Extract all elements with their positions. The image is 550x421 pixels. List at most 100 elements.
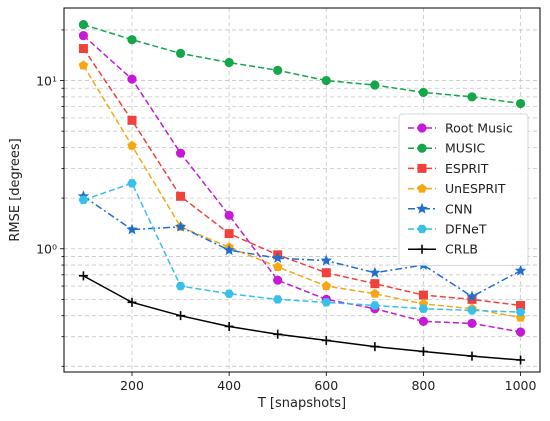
legend-label: Root Music xyxy=(445,121,513,136)
data-point xyxy=(272,295,283,304)
series-line-dfnet xyxy=(83,182,521,313)
legend-swatch-marker xyxy=(416,202,428,214)
data-point xyxy=(127,297,137,307)
x-tick-label: 800 xyxy=(411,378,435,393)
data-point xyxy=(224,289,234,298)
data-point xyxy=(370,288,380,298)
data-point xyxy=(273,65,283,75)
data-point xyxy=(370,80,380,90)
data-point xyxy=(126,223,138,235)
data-point xyxy=(127,35,137,45)
legend-swatch-marker xyxy=(417,183,427,193)
legend-item-cnn: CNN xyxy=(408,201,472,216)
data-point xyxy=(515,98,526,109)
data-point xyxy=(515,327,526,337)
data-point xyxy=(320,254,332,266)
data-point xyxy=(272,261,283,271)
series-line-unesprit xyxy=(82,65,521,319)
data-point xyxy=(272,252,284,263)
data-point xyxy=(516,300,526,310)
data-point xyxy=(78,44,88,54)
x-tick-label: 400 xyxy=(217,378,241,393)
data-point xyxy=(175,148,186,158)
data-point xyxy=(78,195,89,205)
data-point xyxy=(78,31,89,41)
data-point xyxy=(273,329,283,339)
data-point xyxy=(224,321,234,331)
data-point xyxy=(321,268,331,278)
data-point xyxy=(77,190,90,202)
data-point xyxy=(466,290,478,302)
series-line-root-music xyxy=(82,35,521,333)
legend-item-unesprit: UnESPRIT xyxy=(408,181,506,196)
data-point xyxy=(176,191,186,201)
data-point xyxy=(321,298,332,307)
x-tick-label: 1000 xyxy=(505,378,537,393)
data-point xyxy=(467,318,477,328)
data-point xyxy=(175,281,186,291)
data-point xyxy=(370,279,380,289)
data-point xyxy=(321,335,331,345)
legend-swatch-marker xyxy=(417,123,427,133)
x-tick-label: 600 xyxy=(314,378,338,393)
legend-item-dfnet: DFNeT xyxy=(408,222,487,237)
data-point xyxy=(127,179,137,188)
data-point xyxy=(467,92,477,102)
legend-box xyxy=(398,113,529,266)
series-line-music xyxy=(83,23,521,105)
data-point xyxy=(514,264,527,276)
series-esprit xyxy=(78,44,526,310)
x-tick-label: 200 xyxy=(120,378,144,393)
legend-item-crlb: CRLB xyxy=(408,242,478,257)
legend-label: MUSIC xyxy=(445,141,486,156)
legend-swatch-marker xyxy=(417,143,427,153)
data-point xyxy=(418,316,429,326)
legend-swatch-marker xyxy=(417,163,427,173)
legend-swatch-marker xyxy=(417,244,427,254)
data-point xyxy=(467,294,477,304)
data-point xyxy=(369,266,381,278)
plot-frame xyxy=(63,7,541,373)
data-point xyxy=(418,87,429,98)
legend-label: UnESPRIT xyxy=(445,181,506,196)
series-line-crlb xyxy=(83,275,521,361)
data-point xyxy=(127,115,137,125)
data-point xyxy=(175,48,186,59)
series-crlb xyxy=(78,271,526,365)
data-point xyxy=(370,301,380,310)
legend-item-esprit: ESPRIT xyxy=(408,161,489,176)
legend-item-music: MUSIC xyxy=(408,141,486,156)
series-root-music xyxy=(78,31,526,337)
x-axis-label: T [snapshots] xyxy=(257,396,346,411)
legend-label: CRLB xyxy=(445,242,478,257)
legend: Root Music MUSIC ESPRIT UnESPRIT CNN DFNeT CRL… xyxy=(398,113,529,266)
data-point xyxy=(224,210,234,220)
y-tick-label: 10¹ xyxy=(36,74,57,89)
series-music xyxy=(78,20,526,109)
data-point xyxy=(321,75,331,86)
data-point xyxy=(78,60,89,70)
data-point xyxy=(78,20,89,30)
data-point xyxy=(174,220,187,232)
data-point xyxy=(418,304,429,313)
data-point xyxy=(370,342,380,352)
axis-ticks: 200 400 600 800 1000 10⁰ 10¹ xyxy=(36,29,537,393)
legend-label: ESPRIT xyxy=(445,161,489,176)
data-point xyxy=(516,355,526,365)
data-point xyxy=(224,229,234,239)
data-point xyxy=(223,244,235,256)
data-point xyxy=(418,290,428,300)
legend-item-root-music: Root Music xyxy=(408,121,513,136)
series-line-esprit xyxy=(82,48,521,307)
y-axis-label: RMSE [degrees] xyxy=(8,138,23,241)
data-point xyxy=(127,74,137,84)
legend-label: CNN xyxy=(445,201,472,216)
y-tick-label: 10⁰ xyxy=(36,242,57,257)
data-point xyxy=(127,140,137,150)
data-point xyxy=(273,275,283,285)
data-point xyxy=(515,307,526,317)
data-point xyxy=(78,271,88,281)
data-point xyxy=(467,351,477,361)
data-point xyxy=(176,311,186,321)
